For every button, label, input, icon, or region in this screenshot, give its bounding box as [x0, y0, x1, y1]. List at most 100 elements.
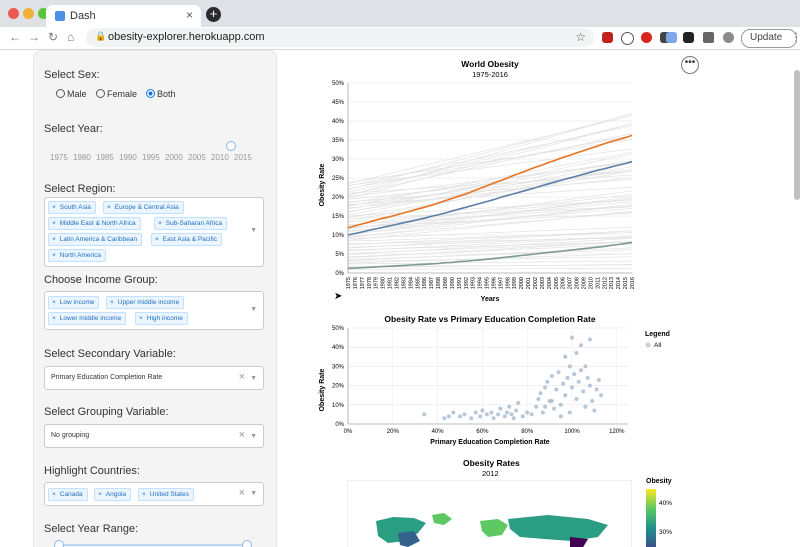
scatter-point — [505, 410, 510, 415]
region-chip[interactable]: × Middle East & North Africa — [48, 217, 141, 230]
map-region-europe[interactable] — [480, 519, 508, 537]
chevron-down-icon[interactable]: ▼ — [250, 433, 257, 440]
close-window-icon[interactable] — [8, 8, 19, 19]
radio-male[interactable]: Male — [56, 89, 87, 99]
map-region-asia[interactable] — [508, 515, 608, 541]
x-tick-label: 2007 — [568, 277, 574, 289]
minimize-window-icon[interactable] — [23, 8, 34, 19]
map-region-greenland[interactable] — [432, 513, 452, 525]
radio-male-circle[interactable] — [56, 89, 65, 98]
extension-red-icon[interactable] — [641, 32, 652, 43]
new-tab-button[interactable]: + — [206, 7, 221, 22]
chevron-down-icon[interactable]: ▼ — [250, 375, 257, 382]
region-chip[interactable]: × North America — [48, 249, 106, 262]
chevron-down-icon[interactable]: ▼ — [250, 227, 257, 234]
scatter-point — [563, 354, 568, 359]
radio-female[interactable]: Female — [96, 89, 137, 99]
extensions-puzzle-icon[interactable] — [703, 32, 714, 43]
color-legend-bar — [646, 489, 656, 547]
chip-remove-icon[interactable]: × — [52, 252, 56, 259]
map-region-north-america[interactable] — [376, 517, 426, 543]
profile-avatar[interactable] — [723, 32, 734, 43]
scatter-point — [446, 414, 451, 419]
x-tick-label: 2014 — [616, 277, 622, 289]
scatter-point — [543, 404, 548, 409]
scatter-point — [549, 398, 554, 403]
chip-remove-icon[interactable]: × — [52, 204, 56, 211]
income-chip[interactable]: × Low income — [48, 296, 100, 309]
chip-remove-icon[interactable]: × — [142, 491, 146, 498]
maximize-window-icon[interactable] — [38, 8, 49, 19]
radio-female-circle[interactable] — [96, 89, 105, 98]
country-chip[interactable]: × United States — [138, 488, 194, 501]
income-multiselect[interactable]: × Low income × Upper middle income × Lower … — [44, 291, 264, 330]
x-tick-label: 1993 — [471, 277, 477, 289]
back-arrow-icon[interactable]: ← — [9, 30, 21, 44]
reload-icon[interactable]: ↻ — [48, 30, 59, 44]
chip-remove-icon[interactable]: × — [155, 236, 159, 243]
grouping-variable-select[interactable]: No grouping × ▼ — [44, 424, 264, 448]
chip-remove-icon[interactable]: × — [158, 220, 162, 227]
chevron-down-icon[interactable]: ▼ — [250, 490, 257, 497]
chip-remove-icon[interactable]: × — [52, 491, 56, 498]
extension-blue-icon[interactable] — [666, 32, 677, 43]
chip-remove-icon[interactable]: × — [52, 299, 56, 306]
region-chip[interactable]: × South Asia — [48, 201, 96, 214]
highlight-countries-multiselect[interactable]: × Canada × Angola × United States × ▼ — [44, 482, 264, 506]
region-chip[interactable]: × Latin America & Caribbean — [48, 233, 143, 246]
chip-remove-icon[interactable]: × — [52, 315, 56, 322]
scatter-point — [563, 393, 568, 398]
clear-icon[interactable]: × — [238, 371, 245, 383]
region-chip[interactable]: × East Asia & Pacific — [151, 233, 222, 246]
region-chip[interactable]: × Europe & Central Asia — [103, 201, 184, 214]
chevron-down-icon[interactable]: ▼ — [250, 306, 257, 313]
bookmark-star-icon[interactable]: ☆ — [575, 30, 586, 44]
country-chip[interactable]: × Angola — [94, 488, 132, 501]
year-slider-handle[interactable] — [226, 141, 236, 151]
clear-icon[interactable]: × — [238, 487, 245, 499]
income-chip[interactable]: × Lower middle income — [48, 312, 127, 325]
chip-remove-icon[interactable]: × — [110, 299, 114, 306]
income-chip[interactable]: × High income — [135, 312, 188, 325]
chip-remove-icon[interactable]: × — [98, 491, 102, 498]
country-line — [347, 162, 633, 198]
chip-remove-icon[interactable]: × — [52, 220, 56, 227]
map-region-united-states[interactable] — [398, 531, 420, 547]
range-slider-start-handle[interactable] — [54, 540, 64, 547]
secondary-variable-select[interactable]: Primary Education Completion Rate × ▼ — [44, 366, 264, 390]
range-slider-track[interactable] — [58, 544, 248, 546]
x-tick-label: 1997 — [498, 277, 504, 289]
extension-b-icon[interactable] — [683, 32, 694, 43]
scatter-point — [451, 410, 456, 415]
controls-sidebar: Select Sex: Male Female Both Select Year… — [33, 50, 277, 547]
region-chip[interactable]: × Sub-Saharan Africa — [154, 217, 228, 230]
scatter-point — [489, 410, 494, 415]
home-icon[interactable]: ⌂ — [67, 30, 75, 44]
extension-shield-icon[interactable] — [660, 32, 671, 43]
chip-remove-icon[interactable]: × — [107, 204, 111, 211]
browser-tab[interactable]: Dash × — [46, 5, 201, 27]
y-tick-label: 50% — [332, 326, 345, 332]
map-region-east-asia[interactable] — [570, 537, 588, 547]
more-options-button[interactable]: ••• — [681, 56, 699, 74]
range-slider-end-handle[interactable] — [242, 540, 252, 547]
extension-info-icon[interactable] — [621, 32, 634, 45]
extension-abp-icon[interactable] — [602, 32, 613, 43]
radio-both-circle[interactable] — [146, 89, 155, 98]
menu-kebab-icon[interactable]: ⋮ — [790, 30, 800, 44]
tab-close-icon[interactable]: × — [185, 8, 193, 22]
forward-arrow-icon[interactable]: → — [28, 30, 40, 44]
x-tick-label: 1979 — [374, 277, 380, 289]
region-multiselect[interactable]: × South Asia × Europe & Central Asia × Midd… — [44, 197, 264, 267]
address-bar[interactable]: 🔒 obesity-explorer.herokuapp.com ☆ — [86, 28, 594, 47]
update-button[interactable]: Update — [741, 29, 797, 48]
chip-remove-icon[interactable]: × — [52, 236, 56, 243]
income-chip[interactable]: × Upper middle income — [106, 296, 185, 309]
map-frame — [347, 480, 632, 547]
chip-remove-icon[interactable]: × — [139, 315, 143, 322]
dash-favicon-icon — [55, 11, 65, 21]
page-scrollbar[interactable] — [794, 70, 800, 200]
country-chip[interactable]: × Canada — [48, 488, 88, 501]
radio-both[interactable]: Both — [146, 89, 176, 99]
clear-icon[interactable]: × — [238, 429, 245, 441]
